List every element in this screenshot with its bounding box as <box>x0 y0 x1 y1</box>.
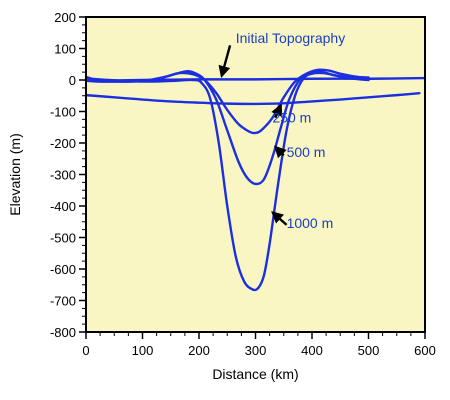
y-tick-label: -300 <box>50 168 76 183</box>
y-tick-label: -800 <box>50 325 76 340</box>
y-tick-label: 100 <box>54 42 76 57</box>
annotation-label: 1000 m <box>287 215 334 231</box>
annotation-arrow <box>271 211 288 226</box>
annotation-label: 500 m <box>287 144 326 160</box>
y-tick-label: -200 <box>50 136 76 151</box>
y-tick-label: 200 <box>54 10 76 25</box>
y-tick-label: -100 <box>50 105 76 120</box>
y-tick-label: -600 <box>50 262 76 277</box>
annotation-arrow <box>218 45 232 78</box>
x-tick-label: 600 <box>414 343 436 358</box>
y-tick-label: 0 <box>69 73 76 88</box>
x-axis-label: Distance (km) <box>212 366 298 382</box>
annotations-layer: Initial Topography 250 m 500 m 1000 m <box>218 30 345 231</box>
y-tick-label: -700 <box>50 294 76 309</box>
annotation-arrow <box>271 103 283 119</box>
curves-layer <box>84 68 427 292</box>
x-tick-label: 300 <box>245 343 267 358</box>
x-tick-label: 0 <box>82 343 89 358</box>
tick-labels-layer: 0 100 200 300 400 500 600 200 100 0 -100 -200 -300 -4… <box>50 10 436 358</box>
x-tick-label: 400 <box>301 343 323 358</box>
y-axis-label: Elevation (m) <box>7 133 23 215</box>
annotation-arrow <box>274 145 287 159</box>
x-tick-label: 200 <box>188 343 210 358</box>
y-tick-label: -400 <box>50 199 76 214</box>
x-tick-label: 500 <box>358 343 380 358</box>
annotation-label: 250 m <box>272 110 311 126</box>
series-line-4 <box>84 71 370 292</box>
series-line-5 <box>84 92 421 106</box>
plot-area <box>86 17 425 332</box>
series-line-3 <box>84 69 370 186</box>
y-tick-label: -500 <box>50 231 76 246</box>
ticks-layer <box>79 16 426 339</box>
x-tick-label: 100 <box>132 343 154 358</box>
annotation-label: Initial Topography <box>236 30 345 46</box>
